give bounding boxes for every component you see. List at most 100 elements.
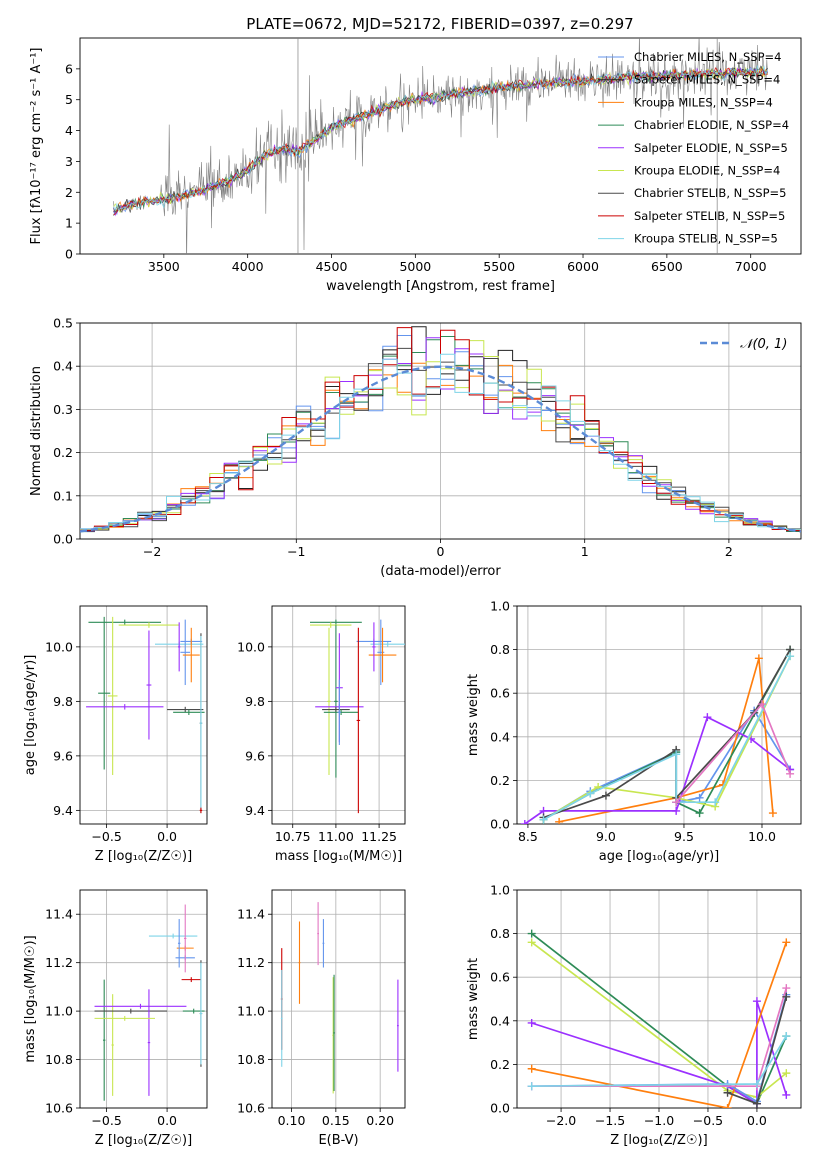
residual-legend: 𝒩(0, 1)	[700, 337, 787, 352]
legend-label: Salpeter ELODIE, N_SSP=5	[634, 141, 788, 155]
x-tick-label: −1	[287, 544, 305, 559]
mass-weight-marker	[601, 791, 610, 800]
y-tick-label: 0	[65, 247, 73, 262]
x-tick-label: 0.0	[157, 829, 177, 844]
y-tick-label: 1	[65, 216, 73, 231]
y-tick-label: 0.5	[53, 316, 73, 331]
legend-label: Chabrier ELODIE, N_SSP=4	[634, 118, 789, 132]
mass-weight-marker	[782, 1090, 791, 1099]
y-axis-label: mass weight	[466, 674, 481, 756]
y-tick-label: 0.6	[490, 686, 510, 701]
y-tick-label: 11.0	[45, 1004, 73, 1019]
y-tick-label: 0.4	[53, 359, 73, 374]
x-tick-label: 2	[725, 544, 733, 559]
y-tick-label: 0.0	[490, 1101, 510, 1116]
x-tick-label: 0.20	[366, 1113, 394, 1128]
x-tick-label: 0.0	[157, 1113, 177, 1128]
mass-weight-marker	[586, 789, 595, 798]
y-tick-label: 10.6	[237, 1101, 265, 1116]
mass-weight-marker	[672, 798, 681, 807]
y-tick-label: 5	[65, 92, 73, 107]
x-tick-label: 0.10	[278, 1113, 306, 1128]
x-axis-label: wavelength [Angstrom, rest frame]	[326, 279, 555, 294]
y-tick-label: 11.2	[45, 955, 73, 970]
y-tick-label: 3	[65, 154, 73, 169]
x-tick-label: −1.5	[595, 1113, 625, 1128]
mass-weight-marker	[757, 700, 766, 709]
x-tick-label: 11.25	[361, 829, 397, 844]
plot-area	[527, 929, 791, 1108]
y-axis-label: Normed distribution	[29, 366, 44, 496]
mass-vs-metallicity-panel: −0.5 0.0 10.6 10.8 11.0 11.2 11.4 Z [log₁₀(Z/Z☉…	[23, 889, 208, 1148]
mass-weight-marker	[527, 1064, 536, 1073]
y-tick-label: 1.0	[490, 883, 510, 898]
x-tick-label: 1	[581, 544, 589, 559]
mass-vs-ebv-panel: 0.10 0.15 0.20 10.6 10.8 11.0 11.2 11.4 E(B-V)	[237, 889, 406, 1148]
normal-reference-curve	[80, 365, 801, 533]
x-axis-label: age [log₁₀(age/yr)]	[599, 849, 720, 864]
y-tick-label: 10.0	[45, 639, 73, 654]
y-tick-label: 10.0	[237, 639, 265, 654]
legend-label: Kroupa ELODIE, N_SSP=4	[634, 164, 780, 178]
mass-weight-marker	[752, 1099, 761, 1108]
mass-weight-marker	[752, 1080, 761, 1089]
y-tick-label: 0.2	[490, 1057, 510, 1072]
legend-label: Salpeter MILES, N_SSP=4	[634, 73, 780, 87]
x-axis-label: mass [log₁₀(M/M☉)]	[275, 849, 402, 864]
x-tick-label: −0.5	[91, 829, 121, 844]
weight-vs-metallicity-panel: −2.0 −1.5 −1.0 −0.5 0.0 0.0 0.2 0.4 0.6 0.8 1.0 Z […	[466, 883, 802, 1148]
plot-area	[520, 645, 795, 824]
mass-weight-marker	[768, 809, 777, 818]
x-tick-label: −2	[143, 544, 161, 559]
y-axis-label: mass weight	[466, 958, 481, 1040]
y-tick-label: 10.6	[45, 1101, 73, 1116]
x-axis-label: E(B-V)	[318, 1133, 358, 1148]
x-tick-label: 5000	[399, 259, 431, 274]
mass-weight-marker	[555, 817, 564, 824]
mass-weight-marker	[672, 806, 681, 815]
x-tick-label: 6000	[567, 259, 599, 274]
x-tick-label: −1.0	[644, 1113, 674, 1128]
x-tick-label: 9.5	[674, 829, 694, 844]
y-tick-label: 4	[65, 123, 73, 138]
x-axis-label: Z [log₁₀(Z/Z☉)]	[95, 1133, 192, 1148]
mass-weight-marker	[672, 750, 681, 759]
residual-histogram-panel: −2 −1 0 1 2 0.0 0.1 0.2 0.3 0.4 0.5 (data-model)/er…	[29, 316, 802, 579]
mass-weight-line	[531, 941, 787, 1099]
y-tick-label: 11.4	[237, 907, 265, 922]
plot-area	[86, 616, 205, 814]
axes-frame	[79, 322, 802, 540]
legend-label: Kroupa MILES, N_SSP=4	[634, 95, 773, 109]
mass-weight-marker	[786, 769, 795, 778]
y-axis-label: Flux [fλ10⁻¹⁷ erg cm⁻² s⁻¹ A⁻¹]	[29, 48, 44, 245]
y-tick-label: 9.8	[53, 694, 73, 709]
mass-weight-line	[543, 649, 791, 819]
plot-area	[113, 38, 768, 254]
mass-weight-marker	[782, 984, 791, 993]
plot-area	[310, 619, 405, 814]
age-vs-mass-panel: 10.75 11.00 11.25 9.4 9.6 9.8 10.0 mass [log₁₀(…	[237, 605, 406, 864]
y-tick-label: 0.4	[490, 729, 510, 744]
axes-frame	[271, 605, 406, 825]
y-tick-label: 2	[65, 185, 73, 200]
x-tick-label: 3500	[148, 259, 180, 274]
y-tick-label: 10.8	[45, 1052, 73, 1067]
mass-weight-marker	[782, 1032, 791, 1041]
x-tick-label: 6500	[651, 259, 683, 274]
y-tick-label: 0.8	[490, 926, 510, 941]
y-tick-label: 11.4	[45, 907, 73, 922]
mass-weight-marker	[695, 793, 704, 802]
x-axis-label: Z [log₁₀(Z/Z☉)]	[610, 1133, 707, 1148]
mass-weight-marker	[754, 654, 763, 663]
x-tick-label: 7000	[735, 259, 767, 274]
y-tick-label: 11.2	[237, 955, 265, 970]
y-tick-label: 1.0	[490, 599, 510, 614]
x-tick-label: 10.75	[275, 829, 311, 844]
y-tick-label: 0.6	[490, 970, 510, 985]
plot-area	[280, 902, 399, 1094]
spectrum-legend: Chabrier MILES, N_SSP=4 Salpeter MILES, N…	[598, 50, 789, 246]
axes-frame	[79, 889, 208, 1109]
mass-weight-marker	[723, 1104, 732, 1108]
weight-vs-age-panel: 8.5 9.0 9.5 10.0 0.0 0.2 0.4 0.6 0.8 1.0 age [log₁…	[466, 599, 802, 864]
